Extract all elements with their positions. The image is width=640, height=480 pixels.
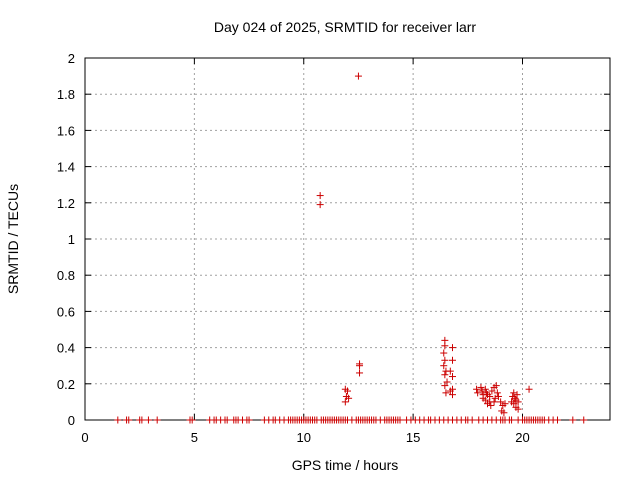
data-point <box>345 394 353 402</box>
data-point <box>449 373 456 381</box>
data-point <box>482 389 490 397</box>
y-tick-label: 1.8 <box>57 87 75 102</box>
data-point <box>344 387 351 395</box>
y-tick-label: 0 <box>68 413 75 428</box>
data-point <box>510 400 518 408</box>
x-tick-label: 15 <box>406 430 420 445</box>
data-point <box>440 362 448 370</box>
y-tick-label: 0.2 <box>57 377 75 392</box>
data-point <box>490 398 498 406</box>
data-point <box>513 391 521 399</box>
data-point <box>441 371 449 379</box>
x-tick-label: 0 <box>81 430 88 445</box>
data-point <box>441 356 449 364</box>
data-point <box>511 394 519 402</box>
data-point <box>569 416 577 424</box>
data-point <box>473 385 481 393</box>
data-point <box>510 389 518 397</box>
data-point <box>441 382 449 390</box>
data-point <box>481 385 489 393</box>
y-axis-ticks: 0 0.2 0.4 0.6 0.8 1 1.2 1.4 1.6 1.8 2 <box>57 51 610 428</box>
data-point <box>449 391 456 399</box>
data-point <box>492 382 500 390</box>
data-point <box>488 387 496 395</box>
data-point <box>245 416 253 424</box>
data-point <box>144 416 152 424</box>
grid-lines <box>85 58 610 420</box>
y-axis-label: SRMTID / TECUs <box>5 184 21 294</box>
data-point <box>396 416 404 424</box>
data-point <box>478 387 486 395</box>
data-points <box>114 72 588 424</box>
data-point <box>442 389 450 397</box>
data-point <box>501 400 509 408</box>
data-point <box>497 398 505 406</box>
data-point <box>487 402 495 410</box>
data-point <box>354 72 362 80</box>
data-point <box>580 416 588 424</box>
data-point <box>223 416 231 424</box>
y-tick-label: 1.4 <box>57 160 75 175</box>
data-point <box>494 392 502 400</box>
data-point <box>188 416 196 424</box>
y-tick-label: 1.2 <box>57 196 75 211</box>
data-point <box>493 389 501 397</box>
y-tick-label: 1 <box>68 232 75 247</box>
y-tick-label: 1.6 <box>57 123 75 138</box>
data-point <box>443 378 451 386</box>
data-point <box>316 201 324 209</box>
data-point <box>114 416 122 424</box>
data-point <box>554 416 561 424</box>
data-point <box>449 344 456 352</box>
data-point <box>440 349 448 357</box>
data-point <box>125 416 133 424</box>
data-point <box>446 367 454 375</box>
data-point <box>468 416 476 424</box>
data-point <box>341 398 349 406</box>
x-tick-label: 20 <box>515 430 529 445</box>
data-point <box>474 389 482 397</box>
data-point <box>153 416 161 424</box>
data-point <box>514 398 522 406</box>
data-point <box>508 416 516 424</box>
data-point <box>138 416 146 424</box>
chart-title: Day 024 of 2025, SRMTID for receiver lar… <box>214 19 477 35</box>
y-tick-label: 0.8 <box>57 268 75 283</box>
data-point <box>356 369 364 377</box>
data-point <box>449 356 456 364</box>
x-axis-ticks: 0 5 10 15 20 <box>81 58 530 445</box>
y-tick-label: 2 <box>68 51 75 66</box>
data-point <box>481 396 489 404</box>
x-tick-label: 5 <box>191 430 198 445</box>
data-point <box>525 385 533 393</box>
data-point <box>477 383 485 391</box>
data-point <box>500 409 508 417</box>
x-tick-label: 10 <box>297 430 311 445</box>
data-point <box>491 394 499 402</box>
data-point <box>446 387 454 395</box>
y-tick-label: 0.4 <box>57 341 75 356</box>
x-axis-label: GPS time / hours <box>292 457 399 473</box>
data-point <box>316 192 324 200</box>
data-point <box>356 362 364 370</box>
y-tick-label: 0.6 <box>57 304 75 319</box>
data-point <box>441 342 449 350</box>
data-point <box>514 405 522 413</box>
